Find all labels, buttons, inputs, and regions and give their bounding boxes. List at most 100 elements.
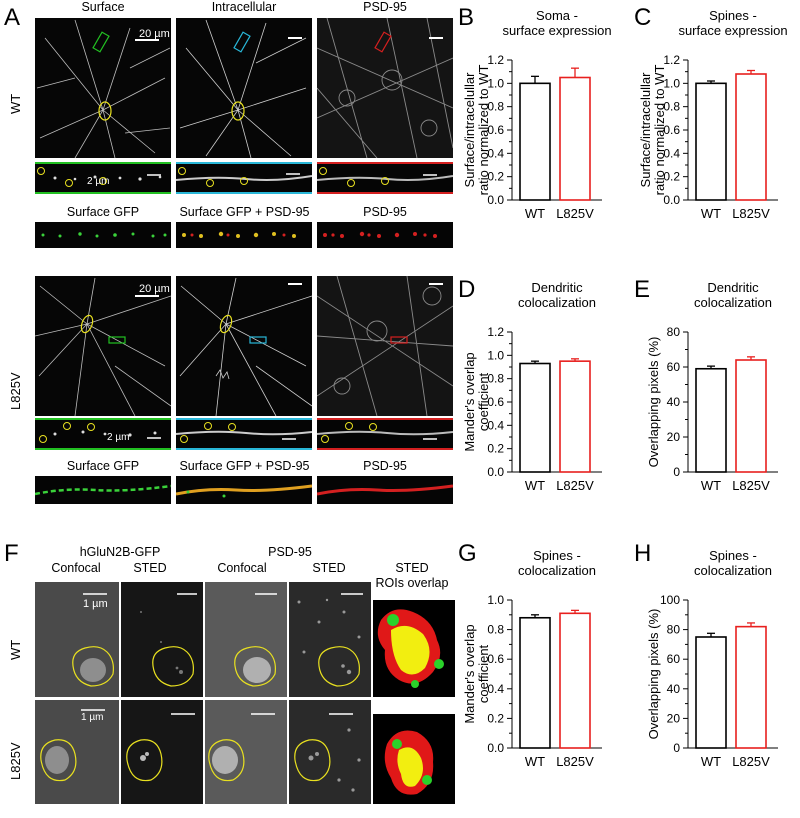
panel-label-a: A: [4, 4, 21, 31]
panel-label-c: C: [634, 4, 652, 31]
x-category-label: L825V: [732, 206, 770, 221]
header-intracellular: Intracellular: [211, 0, 277, 14]
y-tick-label: 1.2: [663, 53, 680, 67]
y-tick-label: 0.8: [487, 372, 504, 386]
y-tick-label: 0.4: [663, 146, 680, 160]
chart-G-group: Spines -colocalization 0.0 0.2 0.4 0.6 0.8 1.0…: [462, 548, 602, 769]
y-tick-label: 0.2: [487, 442, 504, 456]
strip-header-surface-gfp-wt: Surface GFP: [66, 205, 140, 219]
header-confocal-2: Confocal: [217, 561, 267, 575]
header-sted-2: STED: [312, 561, 346, 575]
y-tick-label: 0.6: [663, 123, 680, 137]
y-tick-label: 0.8: [487, 100, 504, 114]
y-tick-label: 0.4: [487, 418, 504, 432]
color-strip-l825v-merge: [176, 476, 312, 504]
y-axis-label: coefficient: [476, 644, 491, 703]
strip-header-psd95-l825v: PSD-95: [363, 459, 407, 473]
y-tick-label: 1.0: [487, 76, 504, 90]
header-psd95-f: PSD-95: [268, 545, 312, 559]
y-tick-label: 60: [667, 360, 681, 374]
panel-label-b: B: [458, 4, 475, 31]
y-tick-label: 0.0: [487, 741, 504, 755]
micrograph-wt-intracellular: [176, 18, 312, 158]
y-tick-label: 0: [673, 741, 680, 755]
neuron-image: [179, 277, 312, 416]
psd95-image: [317, 276, 453, 416]
x-category-label: WT: [525, 754, 545, 769]
y-tick-label: 0.6: [487, 395, 504, 409]
chart-title: Spines -: [533, 548, 581, 563]
y-tick-label: 0.0: [487, 193, 504, 207]
chart-title: colocalization: [694, 295, 772, 310]
strip-wt-intracellular: [176, 162, 312, 194]
chart-title: surface expression: [678, 23, 787, 38]
y-tick-label: 0.0: [663, 193, 680, 207]
header-sted-overlap-line1: STED: [395, 561, 429, 575]
color-strip-wt-green: [35, 222, 171, 248]
y-tick-label: 40: [667, 395, 681, 409]
y-axis-label: Mander's overlap: [462, 624, 477, 723]
y-axis-label: Surface/intracelullar: [638, 72, 653, 188]
neuron-image: [35, 277, 171, 416]
strip-header-surface-gfp-l825v: Surface GFP: [66, 459, 140, 473]
x-category-label: WT: [701, 478, 721, 493]
y-axis-label: Surface/intracelullar: [462, 72, 477, 188]
chart-title: Spines -: [709, 548, 757, 563]
micrograph-wt-psd95: [317, 18, 453, 158]
y-tick-label: 80: [667, 325, 681, 339]
scale-label-1um-l825v: 1 µm: [81, 712, 104, 723]
y-tick-label: 0.6: [487, 123, 504, 137]
micrograph-l825v-intracellular: [176, 276, 312, 416]
x-category-label: WT: [525, 478, 545, 493]
x-category-label: L825V: [556, 206, 594, 221]
scale-label-2um: 2 µm: [87, 176, 110, 187]
y-tick-label: 1.2: [487, 53, 504, 67]
panel-label-f: F: [4, 540, 19, 567]
x-category-label: WT: [525, 206, 545, 221]
scale-label-2um-l825v: 2 µm: [107, 432, 130, 443]
chart-title: surface expression: [502, 23, 611, 38]
y-tick-label: 0.6: [487, 652, 504, 666]
y-tick-label: 40: [667, 682, 681, 696]
chart-title: Dendritic: [531, 280, 583, 295]
bar-wt: [695, 636, 727, 749]
bar-wt: [695, 367, 727, 473]
scale-label-20um: 20 µm: [139, 28, 170, 40]
strip-header-psd95-wt: PSD-95: [363, 205, 407, 219]
x-category-label: WT: [701, 754, 721, 769]
chart-title: Spines -: [709, 8, 757, 23]
y-axis-label: Overlapping pixels (%): [646, 609, 661, 740]
y-tick-label: 1.0: [487, 348, 504, 362]
x-category-label: WT: [701, 206, 721, 221]
f-l825v-sted-gfp: [121, 700, 203, 804]
bar-wt: [519, 82, 551, 201]
strip-wt-surface: 2 µm: [35, 162, 171, 194]
y-tick-label: 0.2: [663, 170, 680, 184]
chart-title: Dendritic: [707, 280, 759, 295]
color-strip-wt-merge: [176, 222, 312, 248]
f-wt-confocal-gfp: 1 µm: [35, 582, 119, 697]
y-tick-label: 0.4: [487, 682, 504, 696]
y-tick-label: 0.2: [487, 170, 504, 184]
chart-H-group: Spines -colocalization 0 20 40 60 80 100 Overla…: [646, 548, 778, 769]
bar-l825v: [735, 73, 767, 201]
bar-wt: [519, 616, 551, 749]
strip-wt-psd95: [317, 162, 453, 194]
f-l825v-sted-psd95: [289, 700, 371, 804]
f-wt-confocal-psd95: [205, 582, 287, 697]
bar-wt: [519, 362, 551, 473]
panel-label-g: G: [458, 540, 477, 567]
strip-l825v-intracellular: [176, 418, 312, 450]
micrograph-l825v-surface: 20 µm: [35, 276, 171, 416]
strip-header-merge-wt: Surface GFP + PSD-95: [179, 205, 310, 219]
y-tick-label: 1.0: [663, 76, 680, 90]
scale-label-1um: 1 µm: [83, 598, 108, 610]
chart-title: colocalization: [518, 563, 596, 578]
y-tick-label: 20: [667, 430, 681, 444]
chart-C-group: Spines -surface expression 0.0 0.2 0.4 0.6 0.…: [638, 8, 788, 221]
row-label-wt-a: WT: [8, 93, 23, 114]
color-strip-wt-red: [317, 222, 453, 248]
